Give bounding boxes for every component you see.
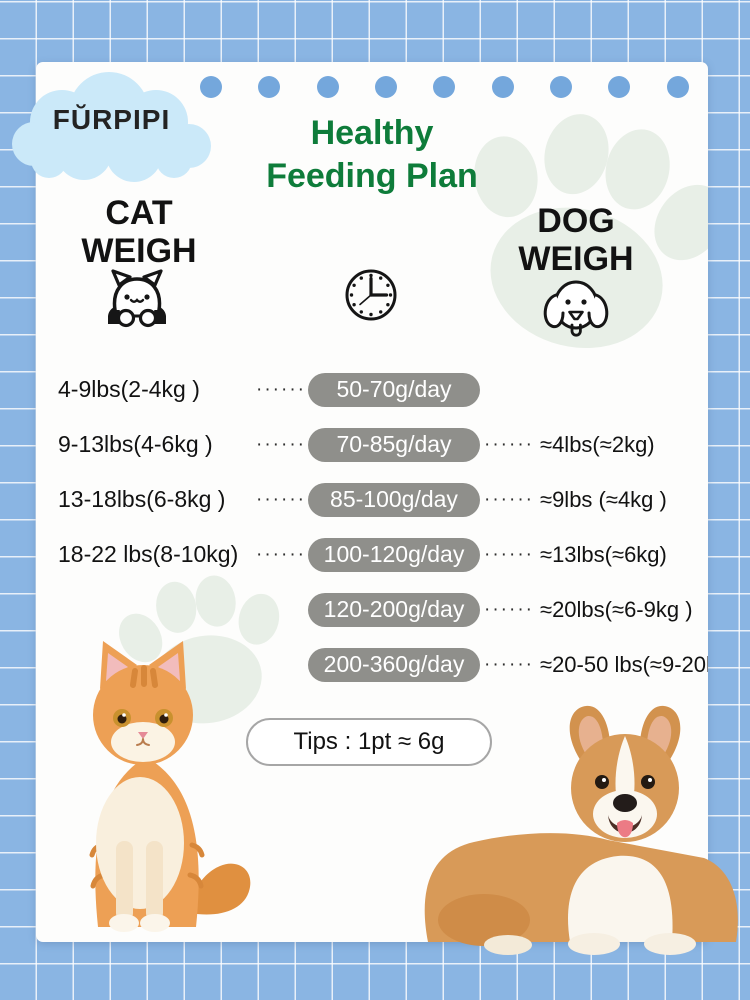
dog-weight-value: ≈20-50 lbs(≈9-20kg) (540, 651, 708, 677)
cat-weight-value: 18-22 lbs(8-10kg) (58, 541, 239, 567)
cat-weight-header: CAT WEIGH (81, 194, 197, 270)
dog-weight-value: ≈20lbs(≈6-9kg ) (540, 596, 693, 622)
cat-weight-value: 4-9lbs(2-4kg ) (58, 376, 200, 402)
dog-weight-value: ≈9lbs (≈4kg ) (540, 486, 667, 512)
dot-leader: ······ (484, 653, 534, 675)
dog-weight-value: ≈4lbs(≈2kg) (540, 431, 655, 457)
punch-hole (492, 76, 514, 98)
punch-hole (375, 76, 397, 98)
brand-logo: FŬRPIPI (52, 104, 171, 135)
punch-hole (258, 76, 280, 98)
table-row: 9-13lbs(4-6kg ) ······ 70-85g/day ······… (36, 417, 708, 472)
tips-badge: Tips : 1pt ≈ 6g (246, 718, 492, 766)
cat-face-icon (108, 269, 166, 328)
tips-text: Tips : 1pt ≈ 6g (293, 728, 445, 755)
clock-icon (345, 269, 397, 321)
table-row: 120-200g/day ······ ≈20lbs(≈6-9kg ) (36, 582, 708, 637)
cloud-icon (12, 72, 211, 182)
daily-amount-badge: 100-120g/day (308, 537, 480, 572)
punch-hole (317, 76, 339, 98)
dog-photo (424, 705, 738, 955)
dog-weight-header: DOG WEIGH (518, 202, 634, 278)
page-title: Healthy Feeding Plan (36, 112, 708, 198)
title-line-1: Healthy (310, 114, 434, 152)
daily-amount-badge: 120-200g/day (308, 592, 480, 627)
dot-leader: ······ (484, 488, 534, 510)
feeding-table: 4-9lbs(2-4kg ) ······ 50-70g/day 9-13lbs… (36, 362, 708, 692)
table-row: 13-18lbs(6-8kg ) ······ 85-100g/day ····… (36, 472, 708, 527)
table-row: 18-22 lbs(8-10kg) ······ 100-120g/day ··… (36, 527, 708, 582)
punch-hole (200, 76, 222, 98)
dot-leader: ······ (484, 543, 534, 565)
dot-leader: ······ (256, 543, 306, 565)
table-row: 4-9lbs(2-4kg ) ······ 50-70g/day (36, 362, 708, 417)
table-row: 200-360g/day ······ ≈20-50 lbs(≈9-20kg) (36, 637, 708, 692)
daily-amount-badge: 70-85g/day (308, 427, 480, 462)
dot-leader: ······ (484, 433, 534, 455)
punch-hole (550, 76, 572, 98)
paw-watermark (474, 114, 708, 349)
brand-cloud: FŬRPIPI (4, 64, 219, 184)
cat-weight-value: 9-13lbs(4-6kg ) (58, 431, 213, 457)
punch-hole (433, 76, 455, 98)
punch-hole (608, 76, 630, 98)
cat-weight-value: 13-18lbs(6-8kg ) (58, 486, 226, 512)
dot-leader: ······ (484, 598, 534, 620)
dot-leader: ······ (256, 488, 306, 510)
daily-amount-badge: 50-70g/day (308, 372, 480, 407)
daily-amount-badge: 200-360g/day (308, 647, 480, 682)
daily-amount-badge: 85-100g/day (308, 482, 480, 517)
punch-hole (667, 76, 689, 98)
dog-weight-value: ≈13lbs(≈6kg) (540, 541, 667, 567)
title-line-2: Feeding Plan (266, 157, 478, 195)
cat-photo (89, 641, 251, 932)
dog-face-icon (543, 280, 609, 337)
dot-leader: ······ (256, 433, 306, 455)
dot-leader: ······ (256, 378, 306, 400)
